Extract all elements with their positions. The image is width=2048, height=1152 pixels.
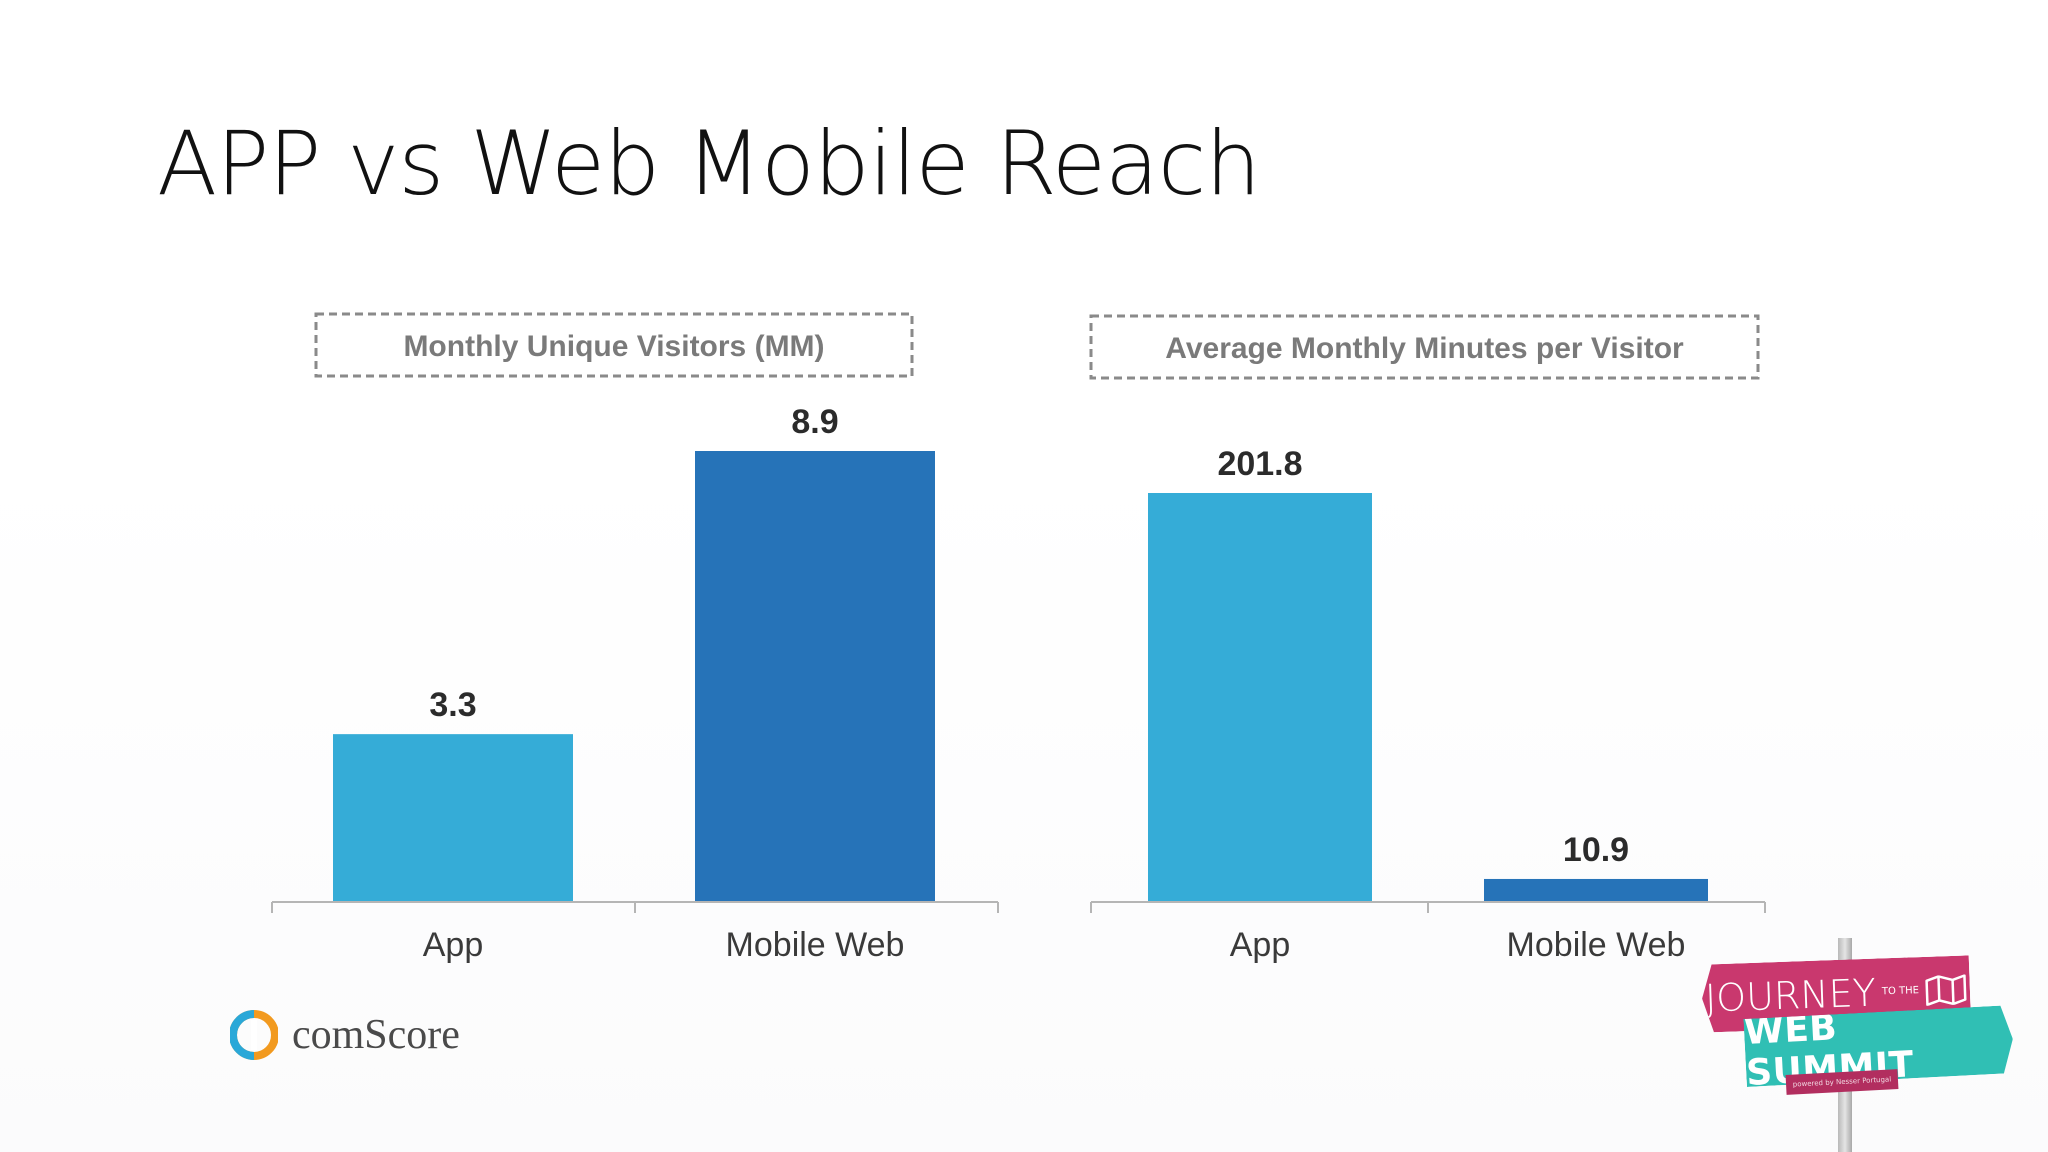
data-label: 8.9 (791, 403, 838, 441)
category-label: App (423, 926, 484, 964)
category-label: Mobile Web (726, 926, 905, 964)
chart-title: Average Monthly Minutes per Visitor (1165, 332, 1684, 365)
category-label: Mobile Web (1507, 926, 1686, 964)
bar-mobile-web (1484, 878, 1708, 901)
bar-mobile-web (695, 451, 935, 901)
chart-title: Monthly Unique Visitors (MM) (403, 330, 824, 363)
comscore-logo: comScore (230, 1010, 460, 1060)
journey-sign: JOURNEY TO THE (1701, 955, 1971, 1032)
bar-app (333, 734, 573, 901)
to-the-text: TO THE (1881, 985, 1920, 998)
data-label: 10.9 (1563, 831, 1629, 869)
journey-text: JOURNEY (1704, 970, 1877, 1021)
category-label: App (1230, 926, 1291, 964)
chart-title-box (314, 312, 914, 378)
comscore-wordmark: comScore (292, 1012, 460, 1058)
bar-app (1148, 493, 1372, 901)
slide-title: APP vs Web Mobile Reach (157, 112, 1261, 215)
map-icon (1924, 974, 1967, 1005)
data-label: 201.8 (1217, 445, 1302, 483)
comscore-logo-icon (230, 1010, 278, 1060)
powered-by-text: powered by Nesser Portugal (1792, 1075, 1892, 1089)
data-label: 3.3 (429, 686, 476, 724)
